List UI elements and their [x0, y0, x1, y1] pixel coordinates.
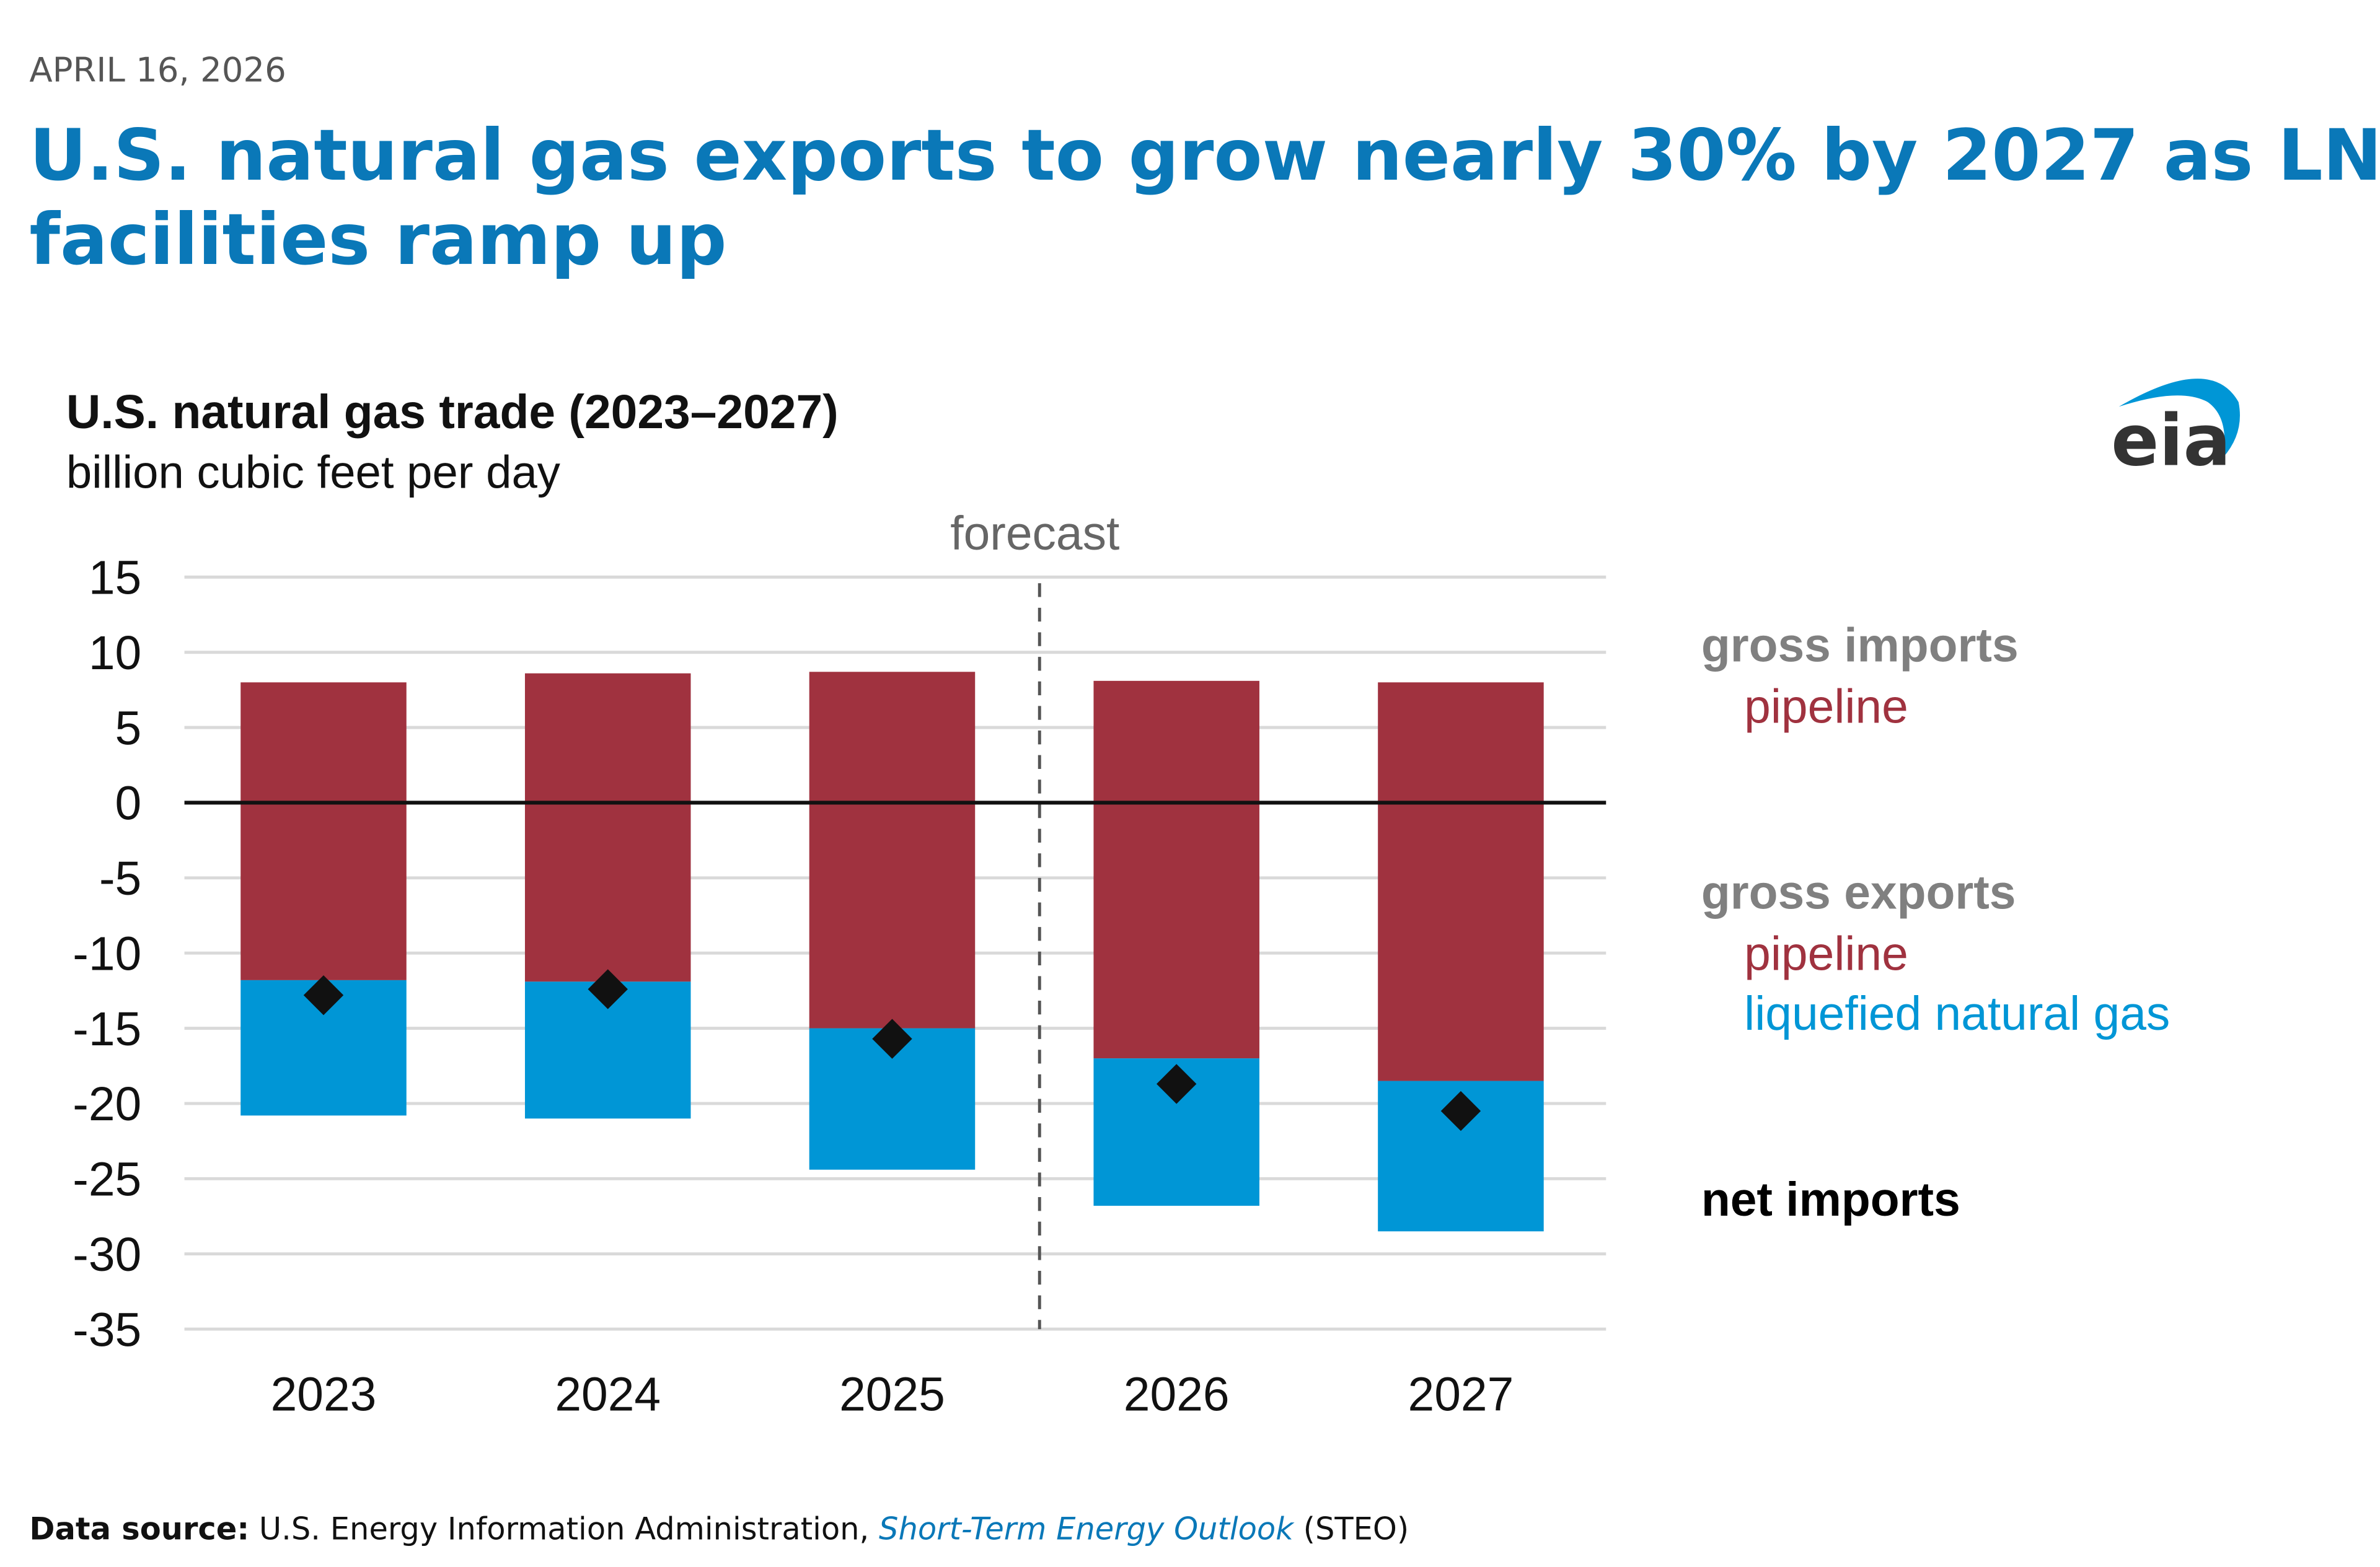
legend-imports-pipeline: pipeline [1744, 680, 1908, 734]
bar-imports-pipeline [1093, 680, 1259, 803]
x-axis-ticks: 2023 2024 2025 2026 2027 [271, 1367, 1514, 1421]
headline-line-2: facilities ramp up [29, 198, 726, 281]
data-source-suffix: (STEO) [1303, 1511, 1409, 1547]
bar-exports-pipeline [1093, 802, 1259, 1059]
bar-exports-pipeline [524, 802, 691, 982]
chart-title: U.S. natural gas trade (2023–2027) [66, 385, 839, 439]
x-tick-label: 2024 [555, 1367, 661, 1421]
bar-exports-pipeline [1378, 802, 1544, 1081]
y-tick-label: -10 [73, 927, 141, 980]
x-tick-label: 2027 [1408, 1367, 1514, 1421]
y-tick-label: -30 [73, 1228, 141, 1281]
bar-imports-pipeline [809, 672, 976, 803]
x-tick-label: 2023 [271, 1367, 377, 1421]
y-tick-label: -25 [73, 1153, 141, 1206]
legend: gross imports pipeline gross exports pip… [1701, 619, 2170, 1226]
legend-exports-pipeline: pipeline [1744, 927, 1908, 980]
bar-exports-pipeline [240, 802, 407, 980]
y-tick-label: -5 [99, 852, 141, 905]
y-tick-label: 5 [115, 701, 142, 755]
data-source: Data source: U.S. Energy Information Adm… [29, 1511, 1409, 1547]
legend-net-imports: net imports [1701, 1173, 1960, 1226]
net-imports-marker [588, 969, 628, 1009]
net-imports-marker [1157, 1064, 1197, 1104]
bar-exports-pipeline [809, 802, 976, 1029]
eia-logo: eia [2111, 379, 2240, 482]
data-source-label: Data source: [29, 1511, 249, 1547]
legend-exports-header: gross exports [1701, 866, 2016, 919]
bar-imports-pipeline [1378, 682, 1544, 803]
data-source-text: U.S. Energy Information Administration, [259, 1511, 869, 1547]
net-import-markers [303, 969, 1481, 1131]
net-imports-marker [303, 975, 344, 1016]
y-tick-label: -35 [73, 1303, 141, 1356]
svg-text:eia: eia [2111, 400, 2231, 482]
x-tick-label: 2025 [839, 1367, 945, 1421]
steo-link[interactable]: Short-Term Energy Outlook [879, 1511, 1295, 1547]
legend-exports-lng: liquefied natural gas [1744, 987, 2170, 1040]
bar-imports-pipeline [524, 673, 691, 803]
x-tick-label: 2026 [1124, 1367, 1230, 1421]
chart-subtitle: billion cubic feet per day [66, 447, 560, 498]
date: APRIL 16, 2026 [29, 50, 286, 89]
bar-imports-pipeline [240, 682, 407, 803]
legend-imports-header: gross imports [1701, 619, 2019, 672]
y-tick-label: -15 [73, 1003, 141, 1056]
y-tick-label: -20 [73, 1078, 141, 1131]
bars [240, 672, 1544, 1232]
y-tick-label: 15 [89, 551, 141, 605]
forecast-label: forecast [950, 507, 1119, 560]
net-imports-marker [1440, 1091, 1481, 1131]
headline-line-1: U.S. natural gas exports to grow nearly … [29, 114, 2380, 196]
y-tick-label: 10 [89, 626, 141, 680]
y-tick-label: 0 [115, 777, 142, 830]
y-axis-ticks: 15 10 5 0 -5 -10 -15 -20 -25 -30 -35 [73, 551, 141, 1357]
